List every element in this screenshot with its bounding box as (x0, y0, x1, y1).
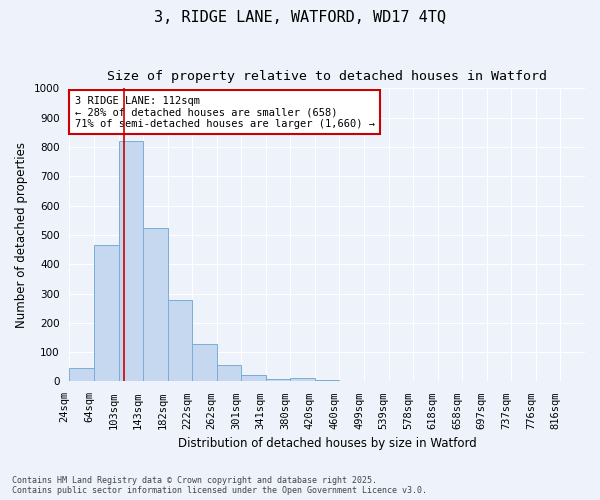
Y-axis label: Number of detached properties: Number of detached properties (15, 142, 28, 328)
Bar (70, 368, 94, 382)
Bar (290, 378, 315, 382)
Text: Contains HM Land Registry data © Crown copyright and database right 2025.
Contai: Contains HM Land Registry data © Crown c… (12, 476, 427, 495)
Bar (315, 380, 340, 382)
Text: 3 RIDGE LANE: 112sqm
← 28% of detached houses are smaller (658)
71% of semi-deta: 3 RIDGE LANE: 112sqm ← 28% of detached h… (74, 96, 374, 129)
Bar (266, 378, 290, 382)
Bar (241, 374, 266, 382)
Bar (217, 364, 241, 382)
Bar (192, 344, 217, 382)
Text: 3, RIDGE LANE, WATFORD, WD17 4TQ: 3, RIDGE LANE, WATFORD, WD17 4TQ (154, 10, 446, 25)
Bar (94, 245, 119, 382)
Bar (167, 300, 192, 382)
Title: Size of property relative to detached houses in Watford: Size of property relative to detached ho… (107, 70, 547, 83)
X-axis label: Distribution of detached houses by size in Watford: Distribution of detached houses by size … (178, 437, 476, 450)
Bar (119, 141, 143, 382)
Bar (143, 228, 167, 382)
